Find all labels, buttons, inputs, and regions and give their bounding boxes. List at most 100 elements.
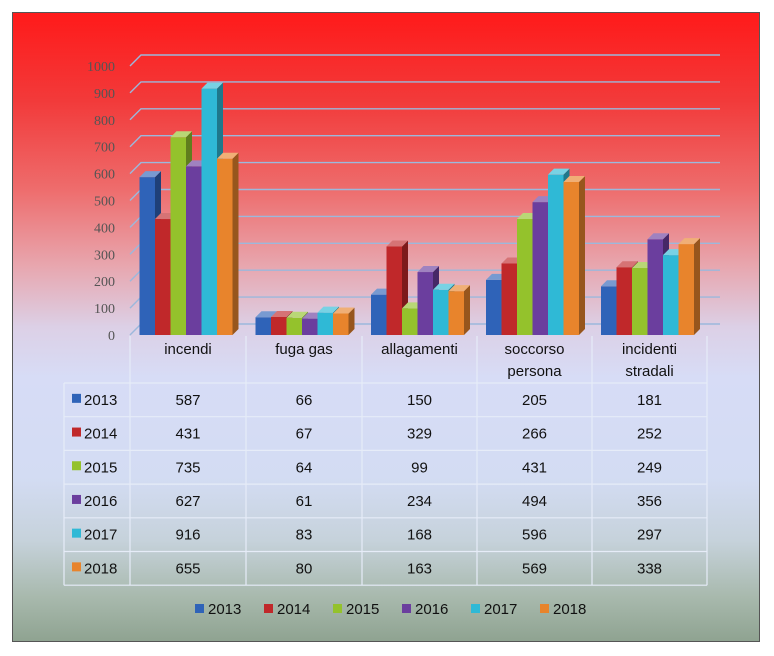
bar-top [217,152,239,159]
y-tick-label: 900 [94,87,115,102]
gridline [129,81,720,94]
bar-front [217,158,233,335]
data-table: incendi fuga gas allagamenti soccorso person… [63,336,708,586]
table-cell: 150 [407,392,432,409]
row-swatch [72,393,81,403]
bar-top [139,171,161,178]
table-cell: 627 [175,493,200,510]
bar-front [632,268,648,335]
bar-top [433,283,455,290]
bar-front [386,246,402,335]
bar-top [616,261,638,268]
y-tick-label: 700 [94,141,115,156]
table-cell: 266 [522,426,547,443]
category-label: incidenti [622,341,677,358]
bar-front [448,291,464,335]
table-cell: 83 [296,527,313,544]
bar-side [694,238,700,335]
table-cell: 356 [637,493,662,510]
bar [217,152,239,335]
table-cell: 181 [637,392,662,409]
row-series-label: 2018 [84,560,117,577]
bar [563,175,585,335]
bar-chart: 0 100 200 300 400 500 600 700 800 900 1000 incendi… [63,54,720,618]
table-cell: 916 [175,527,200,544]
row-series-label: 2014 [84,426,117,443]
gridline [129,54,720,67]
y-axis-ticks: 0 100 200 300 400 500 600 700 800 900 1000 [87,60,115,344]
bar-front [170,137,186,335]
bar-front [647,239,663,335]
y-tick-label: 500 [94,195,115,210]
legend-swatch [402,604,411,613]
bar-side [232,152,239,335]
bar-front [255,317,271,335]
bar-front [532,202,548,335]
table-cell: 249 [637,459,662,476]
bar-top [417,266,439,273]
legend-label: 2013 [208,601,241,618]
bar-front [186,166,202,335]
bar-top [201,82,223,89]
table-cell: 80 [296,560,313,577]
table-cell: 66 [296,392,313,409]
legend-swatch [471,604,480,613]
legend-swatch [540,604,549,613]
bar-front [417,272,433,335]
chart-frame: 0 100 200 300 400 500 600 700 800 900 1000 incendi… [12,12,760,642]
y-tick-label: 600 [94,168,115,183]
row-swatch [72,528,81,538]
table-cell: 431 [522,459,547,476]
legend-swatch [264,604,273,613]
bar-top [286,311,308,318]
bar-front [563,181,579,335]
bar-top [678,238,700,245]
bar-front [201,88,217,335]
bar-front [548,174,564,335]
y-tick-label: 100 [94,302,115,317]
bar-top [333,307,355,314]
table-cell: 329 [407,426,432,443]
table-cell: 655 [175,560,200,577]
bar-side [579,175,585,335]
y-tick-label: 1000 [87,60,115,75]
bar-side [464,285,470,335]
legend-label: 2014 [277,601,310,618]
table-cell: 596 [522,527,547,544]
legend-label: 2016 [415,601,448,618]
gridline [129,134,720,148]
bar [333,307,355,335]
table-cell: 297 [637,527,662,544]
table-cell: 735 [175,459,200,476]
legend-swatch [195,604,204,613]
bar-top [647,233,669,240]
table-cell: 64 [296,459,313,476]
table-cell: 569 [522,560,547,577]
table-cell: 587 [175,392,200,409]
table-cell: 338 [637,560,662,577]
bar-top [563,175,585,182]
table-cell: 252 [637,426,662,443]
table-cell: 431 [175,426,200,443]
bar [678,238,700,335]
row-swatch [72,427,81,437]
bar-front [333,313,349,335]
legend-label: 2017 [484,601,517,618]
row-swatch [72,461,81,471]
bar-front [601,286,617,335]
row-series-label: 2015 [84,459,117,476]
bars [139,82,700,335]
bar-top [548,168,570,175]
y-tick-label: 800 [94,114,115,129]
row-series-label: 2017 [84,527,117,544]
bar [448,285,470,335]
y-tick-label: 400 [94,221,115,236]
legend: 2013 2014 2015 2016 2017 2018 [195,601,586,618]
bar-front [155,219,171,335]
category-label: persona [507,363,562,380]
gridline [129,161,720,175]
bar-front [302,318,318,335]
table-cell: 67 [296,426,313,443]
bar-front [486,279,502,335]
table-cell: 168 [407,527,432,544]
